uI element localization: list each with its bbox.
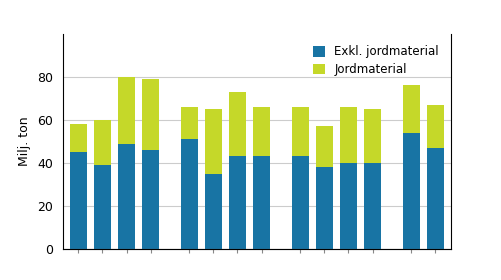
Bar	[253, 157, 270, 249]
Bar	[118, 77, 135, 144]
Bar	[205, 174, 222, 249]
Bar	[229, 92, 246, 157]
Bar	[229, 157, 246, 249]
Bar	[181, 139, 198, 249]
Bar	[70, 152, 87, 249]
Bar	[427, 148, 444, 249]
Bar	[94, 120, 111, 165]
Bar	[364, 109, 381, 163]
Bar	[340, 107, 357, 163]
Bar	[142, 150, 159, 249]
Bar	[292, 107, 309, 157]
Bar	[292, 157, 309, 249]
Bar	[403, 133, 419, 249]
Bar	[142, 79, 159, 150]
Bar	[316, 126, 333, 167]
Legend: Exkl. jordmaterial, Jordmaterial: Exkl. jordmaterial, Jordmaterial	[307, 39, 445, 82]
Bar	[181, 107, 198, 139]
Bar	[316, 167, 333, 249]
Bar	[70, 124, 87, 152]
Bar	[118, 144, 135, 249]
Bar	[253, 107, 270, 157]
Bar	[427, 105, 444, 148]
Bar	[94, 165, 111, 249]
Bar	[403, 85, 419, 133]
Bar	[364, 163, 381, 249]
Bar	[205, 109, 222, 174]
Bar	[340, 163, 357, 249]
Y-axis label: Milj. ton: Milj. ton	[19, 116, 32, 166]
